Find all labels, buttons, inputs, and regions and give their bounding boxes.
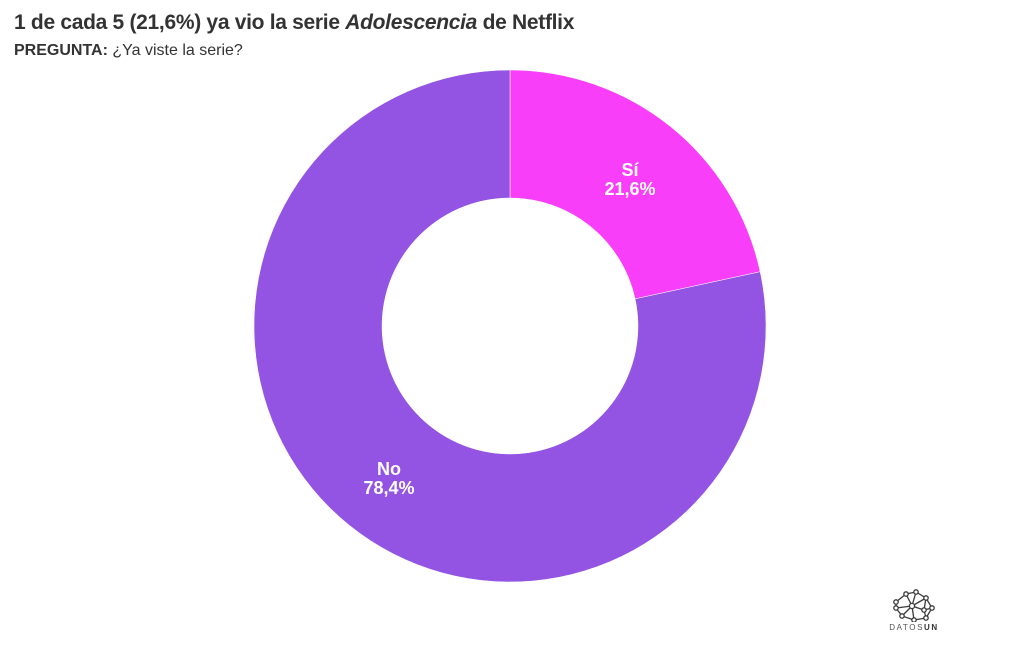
chart-title: 1 de cada 5 (21,6%) ya vio la serie Adol… bbox=[14, 11, 574, 35]
slice-label-si: Sí 21,6% bbox=[604, 160, 655, 199]
slice-label-no-name: No bbox=[377, 459, 401, 479]
donut-slices bbox=[253, 69, 767, 583]
logo-text-un: UN bbox=[924, 623, 939, 632]
logo-wordmark: DATOSUN bbox=[886, 623, 942, 632]
donut-slice-si bbox=[509, 69, 761, 300]
subtitle-label: PREGUNTA: bbox=[14, 42, 108, 59]
slice-label-no: No 78,4% bbox=[363, 459, 414, 498]
network-nodes-icon bbox=[893, 589, 935, 623]
title-prefix: 1 de cada 5 (21,6%) ya vio la serie bbox=[14, 11, 346, 34]
slice-label-no-value: 78,4% bbox=[363, 478, 414, 498]
logo-text-datos: DATOS bbox=[889, 623, 925, 632]
title-series-name: Adolescencia bbox=[345, 11, 478, 34]
datosun-logo: DATOSUN bbox=[886, 588, 942, 634]
slice-label-si-value: 21,6% bbox=[604, 179, 655, 199]
donut-slice-no bbox=[253, 69, 767, 583]
slice-label-si-name: Sí bbox=[621, 160, 639, 180]
subtitle-question: ¿Ya viste la serie? bbox=[107, 42, 243, 59]
title-suffix: de Netflix bbox=[477, 11, 575, 34]
chart-subtitle: PREGUNTA: ¿Ya viste la serie? bbox=[14, 42, 243, 60]
